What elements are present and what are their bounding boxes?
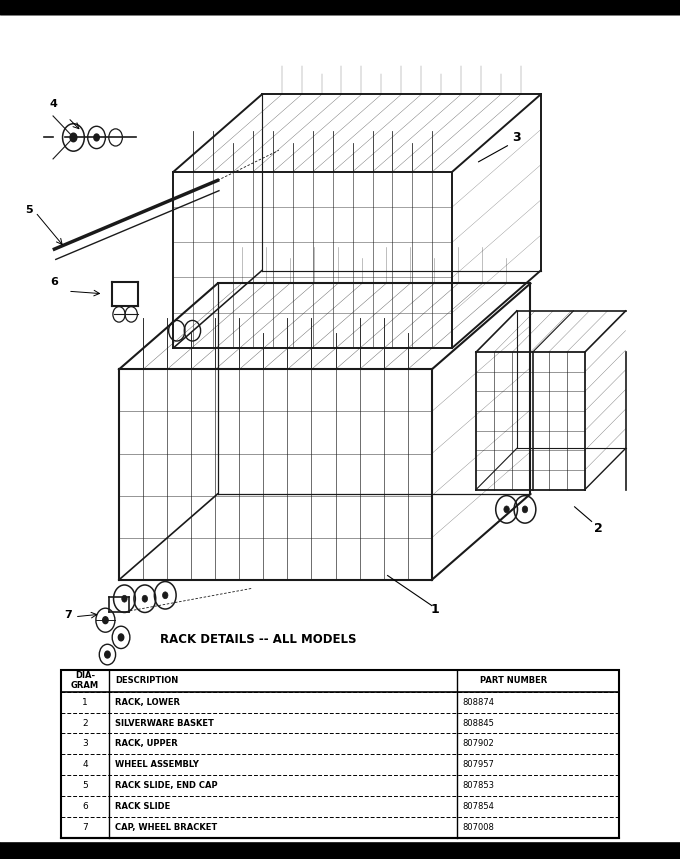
Text: 7: 7: [64, 611, 72, 620]
Circle shape: [118, 634, 124, 641]
Text: 5: 5: [24, 205, 33, 215]
Text: 1: 1: [431, 603, 439, 617]
Text: RACK, LOWER: RACK, LOWER: [116, 698, 180, 707]
Text: 2: 2: [82, 718, 88, 728]
Circle shape: [122, 595, 127, 602]
Text: 4: 4: [49, 100, 57, 109]
Circle shape: [103, 617, 108, 624]
Circle shape: [94, 134, 99, 141]
Text: 807902: 807902: [462, 740, 494, 748]
Text: 807008: 807008: [462, 823, 494, 832]
Text: 5: 5: [82, 781, 88, 790]
Circle shape: [163, 592, 168, 599]
Text: WHEEL ASSEMBLY: WHEEL ASSEMBLY: [116, 760, 199, 769]
Circle shape: [105, 651, 110, 658]
Text: CAP, WHEEL BRACKET: CAP, WHEEL BRACKET: [116, 823, 218, 832]
Text: 1: 1: [82, 698, 88, 707]
Text: 4: 4: [82, 760, 88, 769]
Text: 7: 7: [82, 823, 88, 832]
Text: 807854: 807854: [462, 801, 494, 811]
Text: 808845: 808845: [462, 718, 494, 728]
Text: 808874: 808874: [462, 698, 494, 707]
Circle shape: [522, 506, 528, 513]
Text: RACK SLIDE: RACK SLIDE: [116, 801, 171, 811]
Text: 3: 3: [513, 131, 521, 144]
Text: 6: 6: [82, 801, 88, 811]
Text: 807853: 807853: [462, 781, 494, 790]
Text: PART NUMBER: PART NUMBER: [480, 676, 547, 685]
Text: DESCRIPTION: DESCRIPTION: [116, 676, 179, 685]
Circle shape: [504, 506, 509, 513]
Bar: [61, 670, 619, 838]
Circle shape: [142, 595, 148, 602]
Text: 2: 2: [594, 521, 602, 535]
Circle shape: [70, 133, 77, 142]
Text: 807957: 807957: [462, 760, 494, 769]
Text: SILVERWARE BASKET: SILVERWARE BASKET: [116, 718, 214, 728]
Text: RACK DETAILS -- ALL MODELS: RACK DETAILS -- ALL MODELS: [160, 633, 356, 647]
Text: RACK SLIDE, END CAP: RACK SLIDE, END CAP: [116, 781, 218, 790]
Text: DIA-
GRAM: DIA- GRAM: [71, 672, 99, 691]
Text: 3: 3: [82, 740, 88, 748]
Text: 6: 6: [50, 277, 58, 287]
Text: RACK, UPPER: RACK, UPPER: [116, 740, 178, 748]
Text: 36: 36: [331, 819, 349, 833]
